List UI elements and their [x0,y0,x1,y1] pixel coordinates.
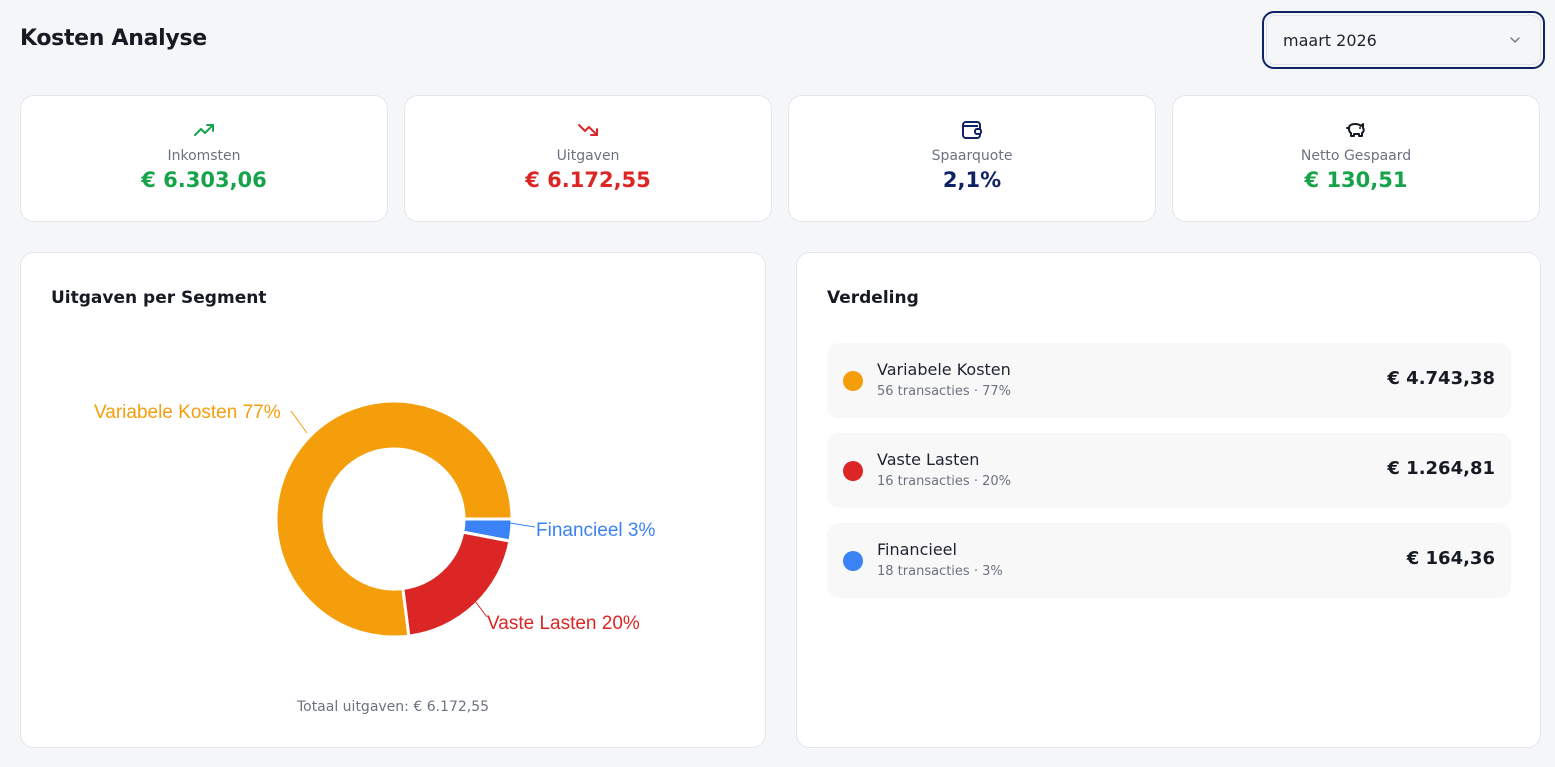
total-expenses: Totaal uitgaven: € 6.172,55 [296,699,490,715]
segment-amount: € 164,36 [1406,548,1495,569]
stat-label: Netto Gespaard [1300,148,1412,164]
segment-amount: € 1.264,81 [1387,458,1495,479]
wallet-icon [962,121,982,139]
segment-amount: € 4.743,38 [1387,368,1495,389]
panel-title: Uitgaven per Segment [51,288,267,308]
distribution-row-financieel[interactable]: Financieel 18 transacties · 3% € 164,36 [827,523,1511,598]
donut-chart: Variabele Kosten 77% Financieel 3% Vaste… [94,399,655,639]
segment-name: Variabele Kosten [877,360,1011,379]
label-variabele-kosten: Variabele Kosten 77% [94,402,281,423]
segment-sub: 16 transacties · 20% [877,474,1011,489]
trending-down-icon [578,124,598,136]
trending-up-icon [194,124,214,136]
color-dot [843,461,863,481]
distribution-row-vaste-lasten[interactable]: Vaste Lasten 16 transacties · 20% € 1.26… [827,433,1511,508]
color-dot [843,371,863,391]
month-select-value: maart 2026 [1283,30,1377,50]
stat-value: 2,1% [942,168,1002,192]
distribution-panel: Verdeling Variabele Kosten 56 transactie… [796,252,1541,748]
label-financieel: Financieel 3% [536,520,655,541]
page-title: Kosten Analyse [20,26,207,51]
color-dot [843,551,863,571]
stat-label: Spaarquote [931,148,1013,164]
donut-slice-variabele-kosten[interactable] [274,399,514,639]
label-vaste-lasten: Vaste Lasten 20% [487,613,640,634]
stat-value: € 130,51 [1304,168,1408,192]
stat-value: € 6.172,55 [525,168,651,192]
panel-title: Verdeling [827,288,919,308]
stat-label: Uitgaven [556,148,620,164]
stat-card-uitgaven: Uitgaven € 6.172,55 [404,95,772,222]
stat-card-spaarquote: Spaarquote 2,1% [788,95,1156,222]
chevron-down-icon [1510,37,1520,43]
segment-name: Vaste Lasten [877,450,980,469]
distribution-row-variabele-kosten[interactable]: Variabele Kosten 56 transacties · 77% € … [827,343,1511,418]
stat-card-netto-gespaard: Netto Gespaard € 130,51 [1172,95,1540,222]
segment-chart-panel: Uitgaven per Segment Variabele Kosten 77… [20,252,766,748]
stat-label: Inkomsten [167,148,241,164]
piggy-bank-icon [1346,123,1365,137]
segment-sub: 56 transacties · 77% [877,384,1011,399]
segment-sub: 18 transacties · 3% [877,564,1003,579]
month-select[interactable]: maart 2026 [1262,11,1545,69]
stat-value: € 6.303,06 [141,168,267,192]
stat-card-inkomsten: Inkomsten € 6.303,06 [20,95,388,222]
segment-name: Financieel [877,540,957,559]
